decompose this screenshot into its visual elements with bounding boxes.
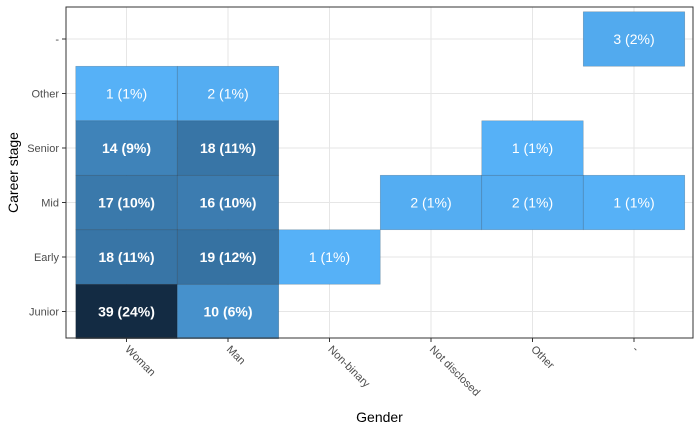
y-tick-label: Junior (29, 307, 59, 319)
x-axis-title: Gender (356, 409, 403, 425)
cell-label: 2 (1%) (410, 195, 451, 211)
heatmap-cell (379, 174, 483, 231)
heatmap-cell (176, 120, 280, 176)
heatmap-cell (75, 65, 178, 122)
heatmap-cell (75, 229, 178, 285)
x-tick-label: Woman (122, 344, 157, 379)
cell-label: 1 (1%) (309, 249, 350, 265)
cell-label: 18 (11%) (200, 140, 256, 156)
cell-layer (75, 11, 686, 340)
cell-label: 3 (2%) (613, 31, 654, 47)
heatmap-cell (481, 120, 584, 176)
heatmap-cell (278, 229, 381, 285)
x-tick-label: Other (528, 344, 556, 372)
cell-label: 10 (6%) (203, 304, 252, 320)
cell-label: 1 (1%) (512, 140, 553, 156)
x-tick-label: - (630, 344, 641, 355)
heatmap-cell (75, 174, 178, 231)
y-tick-label: Senior (27, 143, 59, 155)
y-tick-label: Other (31, 89, 59, 101)
cell-label: 17 (10%) (98, 195, 155, 211)
cell-label: 39 (24%) (98, 304, 155, 320)
cell-label: 1 (1%) (613, 195, 654, 211)
cell-label: 14 (9%) (102, 140, 151, 156)
cell-label: 2 (1%) (207, 86, 248, 102)
x-tick-label: Non-binary (325, 344, 372, 391)
y-tick-label: Early (34, 252, 60, 264)
cell-label: 18 (11%) (98, 249, 154, 265)
cell-label: 1 (1%) (106, 86, 147, 102)
y-tick-label: Mid (41, 198, 59, 210)
heatmap-cell (582, 174, 686, 231)
heatmap-cell (481, 174, 584, 231)
cell-label: 19 (12%) (200, 249, 257, 265)
panel-border (65, 6, 694, 339)
y-tick-label: - (55, 34, 59, 46)
x-tick-label: Not disclosed (427, 344, 482, 399)
y-axis-title: Career stage (5, 132, 21, 213)
heatmap-cell (176, 229, 280, 285)
heatmap-cell (176, 283, 280, 340)
heatmap-cell (176, 65, 280, 122)
heatmap-cell (582, 11, 686, 67)
cell-label: 2 (1%) (512, 195, 553, 211)
x-tick-label: Man (224, 344, 248, 368)
heatmap-cell (75, 120, 178, 176)
heatmap-cell (75, 283, 178, 340)
cell-label-layer: 39 (24%) 10 (6%) 18 (11%) 19 (12%) 1 (1%) 17 … (98, 31, 655, 320)
cell-label: 16 (10%) (200, 195, 257, 211)
